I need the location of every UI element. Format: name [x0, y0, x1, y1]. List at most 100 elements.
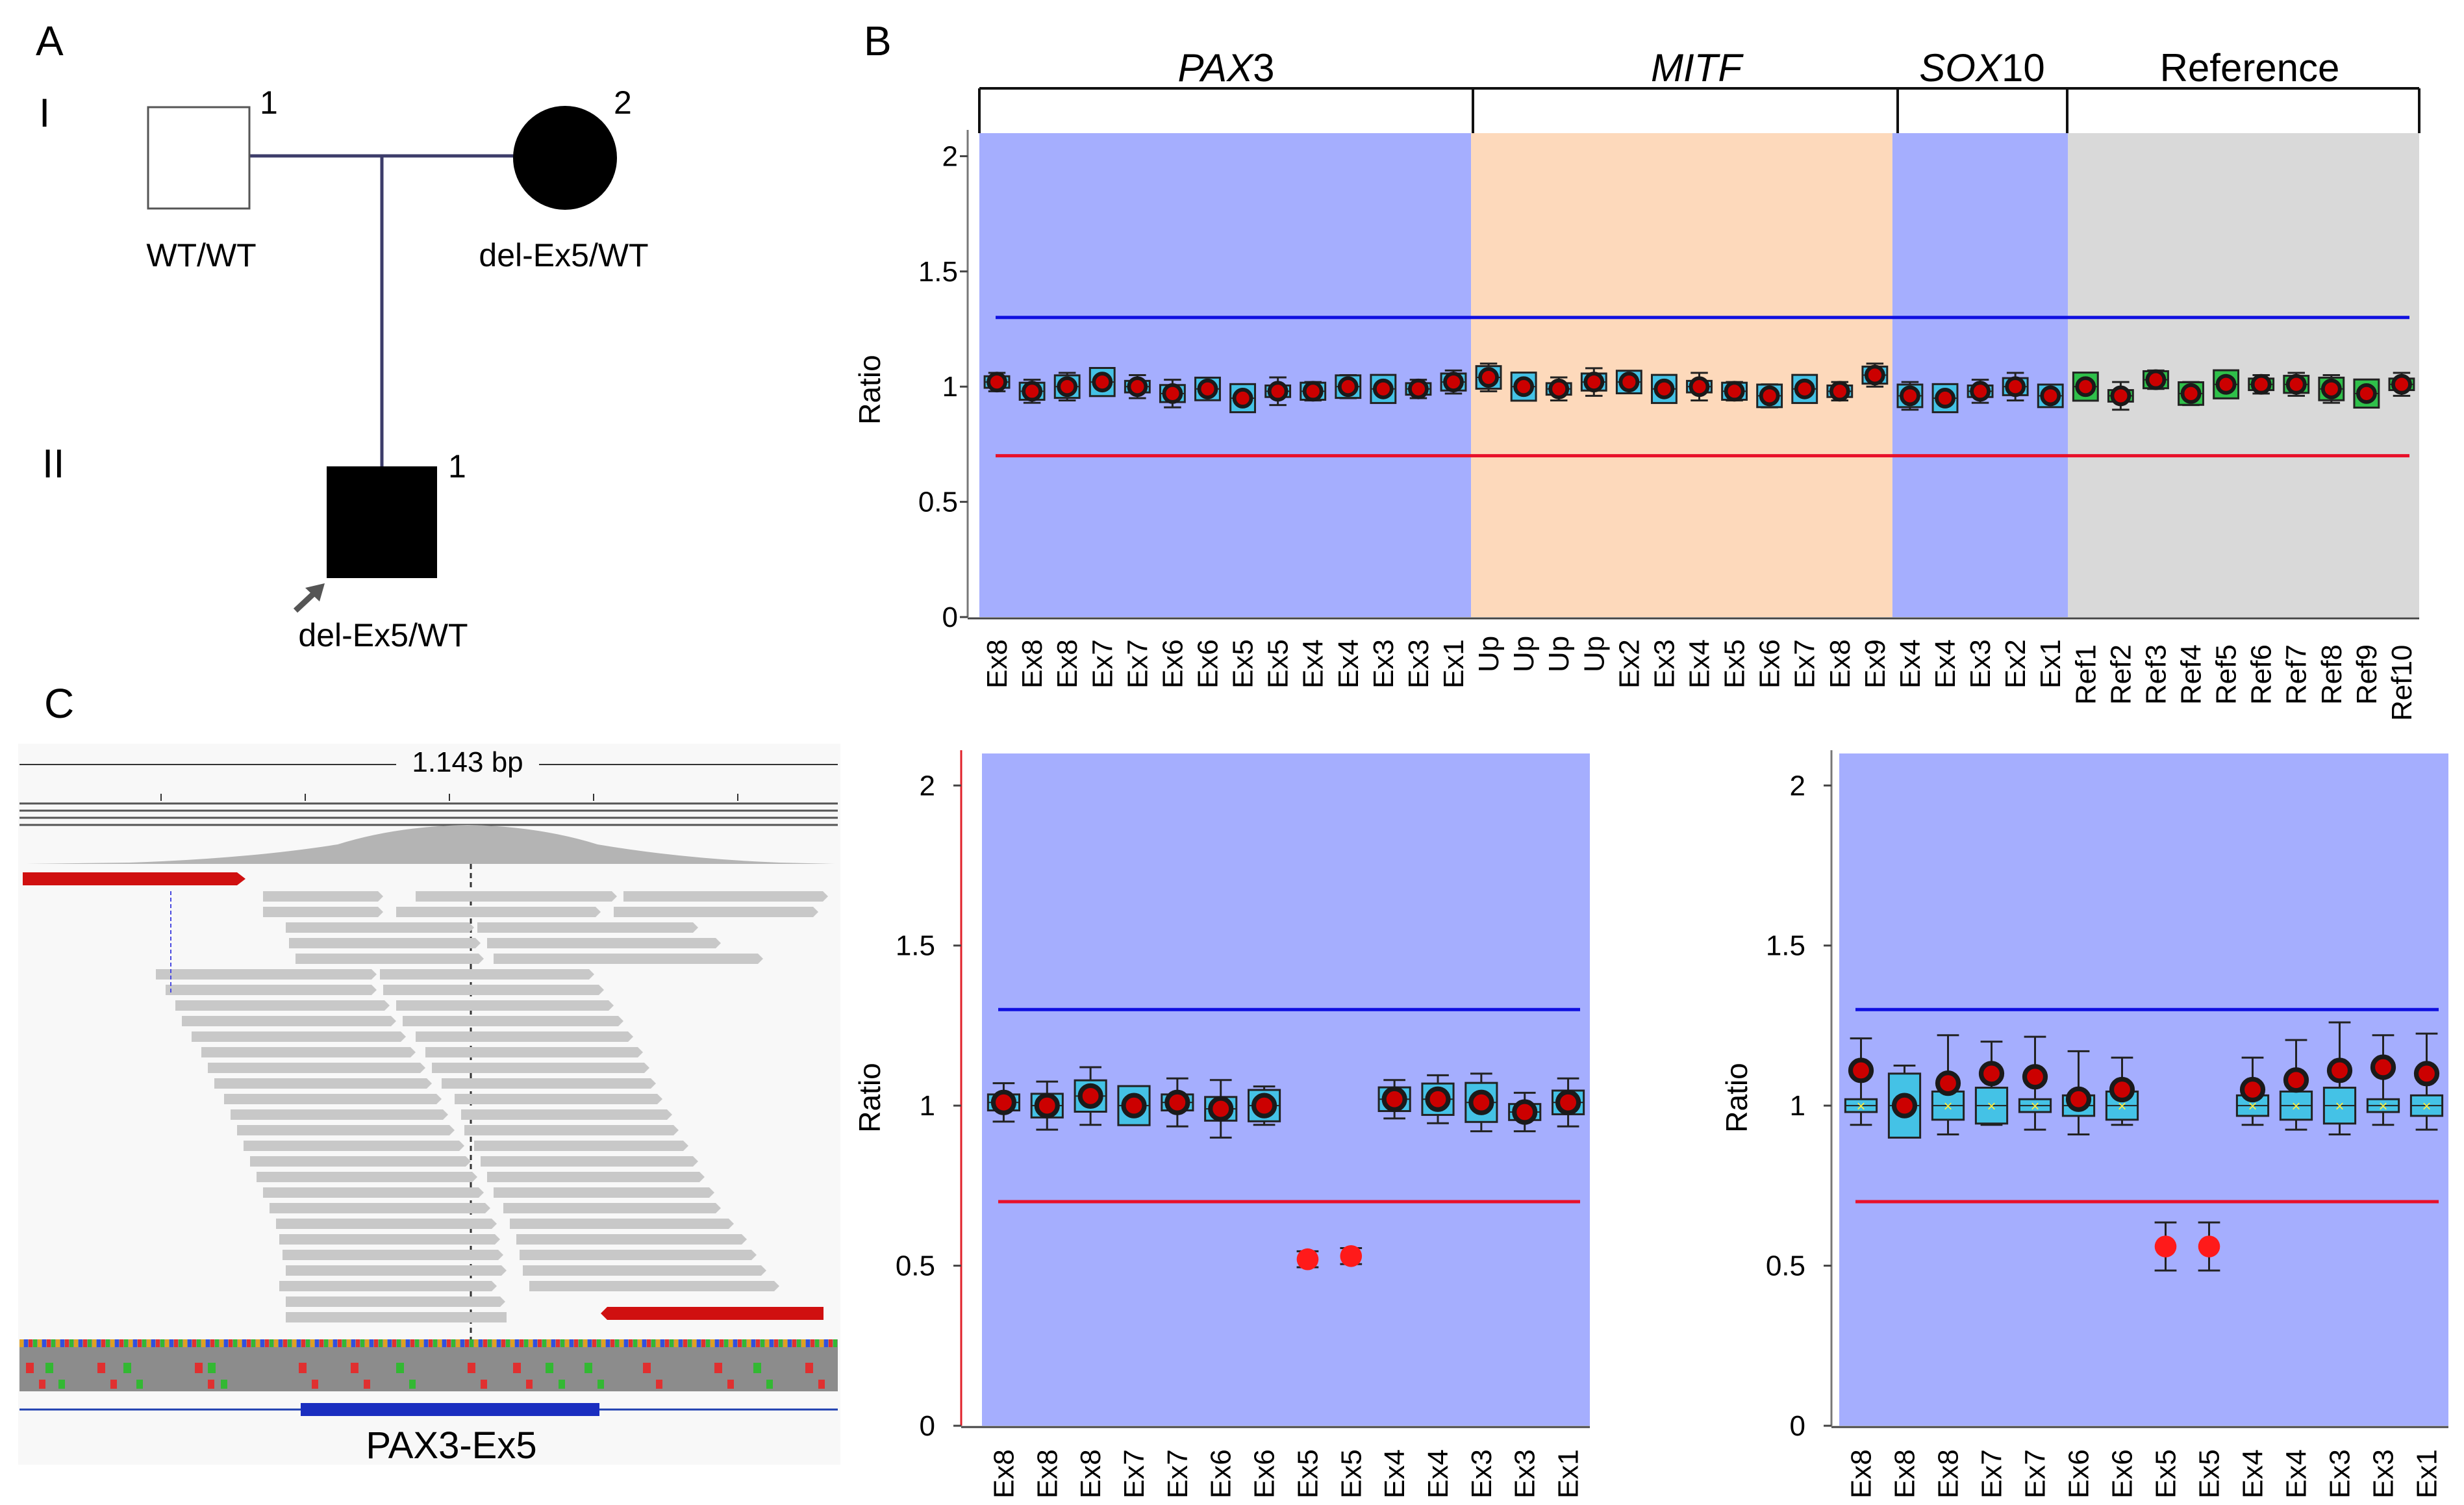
base-103 — [488, 1339, 492, 1347]
x-tick-label-9: Ex4 — [1379, 1449, 1411, 1499]
base-44 — [220, 1339, 223, 1347]
read-4-0 — [295, 954, 484, 964]
base-105 — [497, 1339, 501, 1347]
base-109 — [515, 1339, 519, 1347]
snp2-3 — [136, 1380, 143, 1389]
base-128 — [601, 1339, 605, 1347]
data-point-22 — [1759, 385, 1780, 407]
base-131 — [615, 1339, 619, 1347]
y-tick-label-1: 0.5 — [918, 487, 958, 518]
base-136 — [638, 1339, 642, 1347]
base-129 — [606, 1339, 610, 1347]
read-11-2 — [432, 1063, 649, 1073]
snp-6 — [299, 1363, 307, 1373]
data-point-4 — [1164, 1089, 1190, 1115]
snp2-16 — [818, 1380, 825, 1389]
x-tick-label-5: Ex6 — [1205, 1449, 1237, 1499]
base-65 — [315, 1339, 319, 1347]
data-point-7 — [1232, 388, 1253, 409]
x-tick-label-11: Ex3 — [2324, 1449, 2356, 1499]
x-tick-label-28: Ex3 — [1965, 639, 1996, 689]
reference-sequence-track — [19, 1339, 838, 1391]
base-48 — [238, 1339, 242, 1347]
data-point-6 — [2109, 1076, 2135, 1103]
read-8-0 — [182, 1016, 396, 1026]
read-23-0 — [283, 1250, 503, 1260]
base-158 — [738, 1339, 742, 1347]
base-162 — [756, 1339, 760, 1347]
base-85 — [406, 1339, 410, 1347]
x-tick-label-7: Ex5 — [1227, 639, 1259, 689]
base-126 — [592, 1339, 596, 1347]
plot-background — [982, 753, 1590, 1426]
base-98 — [465, 1339, 469, 1347]
x-tick-label-39: Ref9 — [2351, 644, 2383, 705]
base-59 — [288, 1339, 292, 1347]
data-point-0 — [987, 372, 1007, 393]
base-81 — [388, 1339, 392, 1347]
x-tick-label-5: Ex6 — [2063, 1449, 2095, 1499]
read-12-0 — [214, 1078, 432, 1089]
x-tick-label-0: Ex8 — [1846, 1449, 1878, 1499]
data-point-25 — [1864, 364, 1885, 386]
x-tick-label-3: Ex7 — [1118, 1449, 1150, 1499]
snp-15 — [753, 1363, 761, 1373]
base-61 — [297, 1339, 301, 1347]
data-point-12 — [1512, 1099, 1538, 1125]
median-mark-3: × — [1987, 1098, 1996, 1115]
snp2-7 — [364, 1380, 370, 1389]
data-point-4 — [1127, 376, 1148, 398]
x-tick-label-30: Ex1 — [2035, 639, 2067, 689]
data-point-5 — [1208, 1096, 1234, 1122]
x-tick-label-13: Ex1 — [1438, 639, 1470, 689]
base-124 — [583, 1339, 587, 1347]
data-point-29 — [2005, 376, 2026, 398]
base-80 — [383, 1339, 387, 1347]
read-24-2 — [523, 1265, 766, 1276]
base-143 — [670, 1339, 673, 1347]
data-point-8 — [1340, 1245, 1363, 1267]
data-point-10 — [2283, 1067, 2309, 1093]
clipped-read-left — [23, 872, 245, 885]
pedigree: A I II 1 WT/WT 2 del-Ex5/WT 1 del-Ex5/WT — [36, 18, 649, 653]
base-91 — [433, 1339, 437, 1347]
read-19-0 — [263, 1187, 484, 1198]
data-point-13 — [2413, 1061, 2440, 1087]
data-point-5 — [2065, 1086, 2092, 1112]
base-13 — [79, 1339, 82, 1347]
group-label-reference: Reference — [2160, 46, 2340, 90]
y-tick-label-2: 1 — [1790, 1090, 1805, 1122]
x-tick-label-2: Ex8 — [1933, 1449, 1965, 1499]
base-130 — [610, 1339, 614, 1347]
data-point-2 — [1057, 376, 1078, 398]
igv-scale-label: 1.143 bp — [412, 746, 523, 778]
base-28 — [147, 1339, 151, 1347]
y-axis-title: Ratio — [1720, 1063, 1754, 1132]
base-108 — [510, 1339, 514, 1347]
y-tick-label-0: 0 — [920, 1410, 935, 1442]
region-bg-3 — [2068, 133, 2419, 617]
base-62 — [301, 1339, 305, 1347]
coverage-track — [26, 825, 835, 864]
igv-ruler — [19, 802, 838, 826]
data-point-4 — [2022, 1064, 2048, 1090]
base-168 — [783, 1339, 787, 1347]
base-173 — [806, 1339, 810, 1347]
base-24 — [129, 1339, 132, 1347]
mother-genotype: del-Ex5/WT — [479, 237, 648, 273]
data-point-18 — [1618, 372, 1640, 393]
base-41 — [206, 1339, 210, 1347]
base-52 — [256, 1339, 260, 1347]
data-point-10 — [1337, 376, 1359, 398]
base-50 — [247, 1339, 251, 1347]
base-132 — [620, 1339, 623, 1347]
base-149 — [697, 1339, 701, 1347]
x-tick-label-38: Ref8 — [2316, 644, 2348, 705]
x-tick-label-7: Ex5 — [2150, 1449, 2182, 1499]
base-144 — [674, 1339, 678, 1347]
x-tick-label-1: Ex8 — [1016, 639, 1048, 689]
base-178 — [829, 1339, 833, 1347]
snp-13 — [643, 1363, 651, 1373]
base-174 — [811, 1339, 814, 1347]
